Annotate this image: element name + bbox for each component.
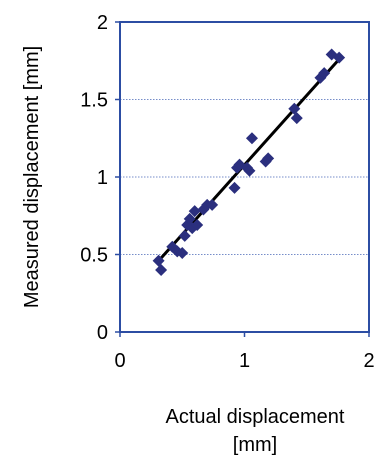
data-point-25 bbox=[318, 67, 331, 80]
x-tick-label-0: 0 bbox=[114, 350, 125, 372]
data-point-9 bbox=[188, 205, 201, 218]
grid-lines bbox=[120, 99, 369, 255]
y-tick-label-3: 1.5 bbox=[80, 90, 108, 112]
data-point-4 bbox=[176, 246, 189, 259]
data-point-5 bbox=[178, 229, 191, 242]
data-point-22 bbox=[288, 102, 301, 115]
data-point-10 bbox=[191, 219, 204, 232]
data-point-18 bbox=[243, 164, 256, 177]
data-point-27 bbox=[333, 51, 346, 64]
data-point-7 bbox=[183, 212, 196, 225]
data-point-23 bbox=[290, 112, 303, 125]
data-point-19 bbox=[245, 132, 258, 145]
data-point-14 bbox=[228, 181, 241, 194]
data-point-0 bbox=[152, 254, 165, 267]
y-axis-title: Measured displacement [mm] bbox=[21, 46, 43, 308]
x-axis-title-line-2: [mm] bbox=[233, 434, 277, 456]
y-tick-labels: 0 0.5 1 1.5 2 bbox=[80, 12, 120, 344]
data-points bbox=[152, 48, 346, 276]
y-tick-label-1: 0.5 bbox=[80, 245, 108, 267]
data-point-1 bbox=[155, 264, 168, 276]
x-tick-labels: 0 1 2 bbox=[114, 332, 375, 372]
x-tick-label-1: 1 bbox=[239, 350, 250, 372]
x-axis-title-line-1: Actual displacement bbox=[166, 406, 345, 428]
data-point-13 bbox=[206, 198, 219, 211]
data-point-21 bbox=[262, 152, 275, 165]
y-tick-label-0: 0 bbox=[97, 322, 108, 344]
y-tick-label-2: 1 bbox=[97, 167, 108, 189]
y-tick-label-4: 2 bbox=[97, 12, 108, 34]
x-tick-label-2: 2 bbox=[363, 350, 374, 372]
